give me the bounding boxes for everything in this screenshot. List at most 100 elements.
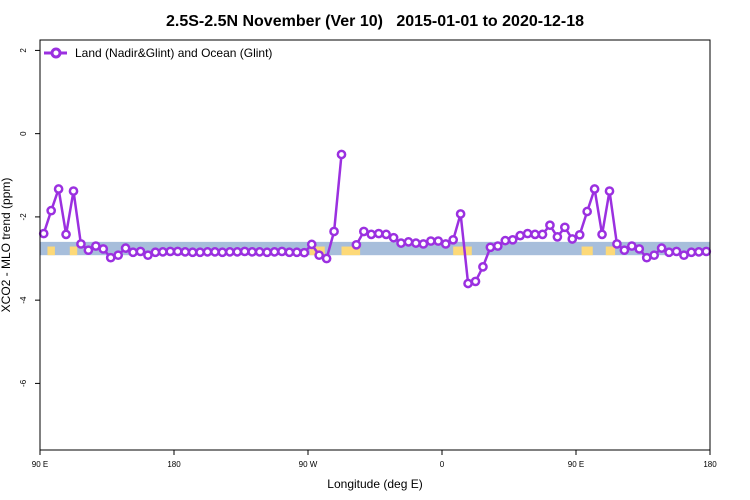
- data-point: [455, 209, 466, 219]
- land-band-segment: [605, 246, 616, 256]
- data-point: [574, 229, 585, 240]
- data-point: [83, 245, 94, 256]
- data-point: [388, 232, 399, 243]
- data-point: [485, 242, 496, 253]
- data-point: [239, 246, 250, 257]
- legend: Land (Nadir&Glint) and Ocean (Glint): [44, 46, 272, 60]
- data-point: [396, 238, 406, 248]
- land-band-segment: [581, 246, 593, 256]
- x-tick-label: 180: [167, 460, 181, 469]
- land-band-segment: [341, 246, 361, 256]
- y-tick-label: 2: [19, 48, 28, 53]
- data-point: [425, 236, 436, 246]
- data-point: [321, 253, 332, 264]
- data-point: [686, 247, 697, 258]
- data-point: [68, 186, 79, 196]
- data-point: [120, 243, 131, 253]
- data-point: [269, 247, 280, 257]
- data-point: [157, 247, 168, 257]
- data-point: [306, 239, 317, 250]
- data-point: [277, 246, 287, 257]
- data-point: [597, 229, 607, 240]
- data-point: [299, 247, 310, 258]
- data-point: [604, 186, 615, 196]
- data-point: [463, 278, 473, 289]
- data-point: [262, 247, 272, 258]
- data-point: [411, 238, 421, 248]
- data-point: [671, 246, 682, 257]
- data-point: [537, 229, 548, 240]
- data-point: [478, 262, 488, 272]
- data-point: [433, 236, 444, 246]
- data-point: [492, 241, 503, 251]
- data-point: [46, 205, 57, 216]
- data-point: [195, 247, 205, 258]
- data-point: [113, 250, 124, 261]
- data-point: [291, 247, 302, 258]
- land-band-segment: [47, 246, 55, 256]
- data-point: [515, 230, 526, 241]
- y-tick-label: -4: [19, 296, 28, 304]
- x-tick-label: 0: [440, 460, 445, 469]
- data-point: [224, 247, 235, 257]
- data-point: [634, 244, 645, 254]
- data-point: [470, 276, 481, 287]
- data-point: [418, 239, 429, 249]
- data-point: [612, 239, 622, 249]
- legend-label: Land (Nadir&Glint) and Ocean (Glint): [75, 46, 272, 60]
- data-point: [76, 239, 86, 249]
- x-tick-label: 180: [703, 460, 717, 469]
- legend-marker: [50, 47, 62, 59]
- data-point: [90, 241, 101, 251]
- x-axis: 90 E 180 90 W 0 90 E 180: [32, 450, 717, 469]
- data-point: [693, 247, 704, 257]
- data-point: [187, 247, 198, 258]
- data-point: [128, 247, 138, 258]
- data-point: [589, 184, 600, 194]
- data-point: [656, 243, 667, 253]
- land-band-segment: [453, 246, 472, 256]
- data-point: [351, 239, 362, 250]
- data-point: [440, 239, 451, 249]
- data-point: [254, 247, 265, 257]
- data-point: [567, 234, 578, 244]
- data-point: [202, 247, 213, 257]
- data-point: [143, 250, 153, 261]
- data-point: [38, 228, 49, 239]
- data-point: [358, 226, 369, 237]
- data-point: [619, 245, 630, 256]
- data-point: [53, 184, 64, 194]
- y-tick-label: -2: [19, 213, 28, 221]
- data-point: [165, 246, 176, 257]
- data-point: [664, 247, 674, 258]
- data-point: [210, 247, 220, 257]
- data-point: [582, 206, 593, 217]
- data-point: [626, 241, 637, 251]
- data-point: [61, 229, 71, 240]
- data-point: [500, 235, 511, 246]
- y-axis: 2 0 -2 -4 -6: [19, 48, 40, 387]
- data-point: [232, 247, 243, 257]
- data-point: [284, 247, 295, 258]
- data-point: [701, 246, 712, 257]
- land-band-segment: [69, 246, 78, 256]
- data-point: [507, 234, 518, 245]
- y-tick-label: -6: [19, 379, 28, 387]
- data-point: [366, 229, 377, 240]
- data-point: [641, 252, 652, 263]
- data-point: [403, 237, 414, 247]
- data-point: [180, 247, 191, 257]
- x-tick-label: 90 W: [299, 460, 318, 469]
- data-point: [150, 247, 161, 258]
- data-point: [314, 250, 325, 261]
- x-axis-label: Longitude (deg E): [327, 477, 422, 491]
- data-point: [329, 226, 339, 237]
- x-tick-label: 90 E: [568, 460, 584, 469]
- data-point: [559, 222, 570, 233]
- data-point: [545, 220, 555, 231]
- data-point: [530, 229, 540, 240]
- data-point: [522, 228, 533, 239]
- data-point: [336, 149, 347, 160]
- plot-frame: [39, 39, 711, 451]
- data-point: [649, 250, 660, 261]
